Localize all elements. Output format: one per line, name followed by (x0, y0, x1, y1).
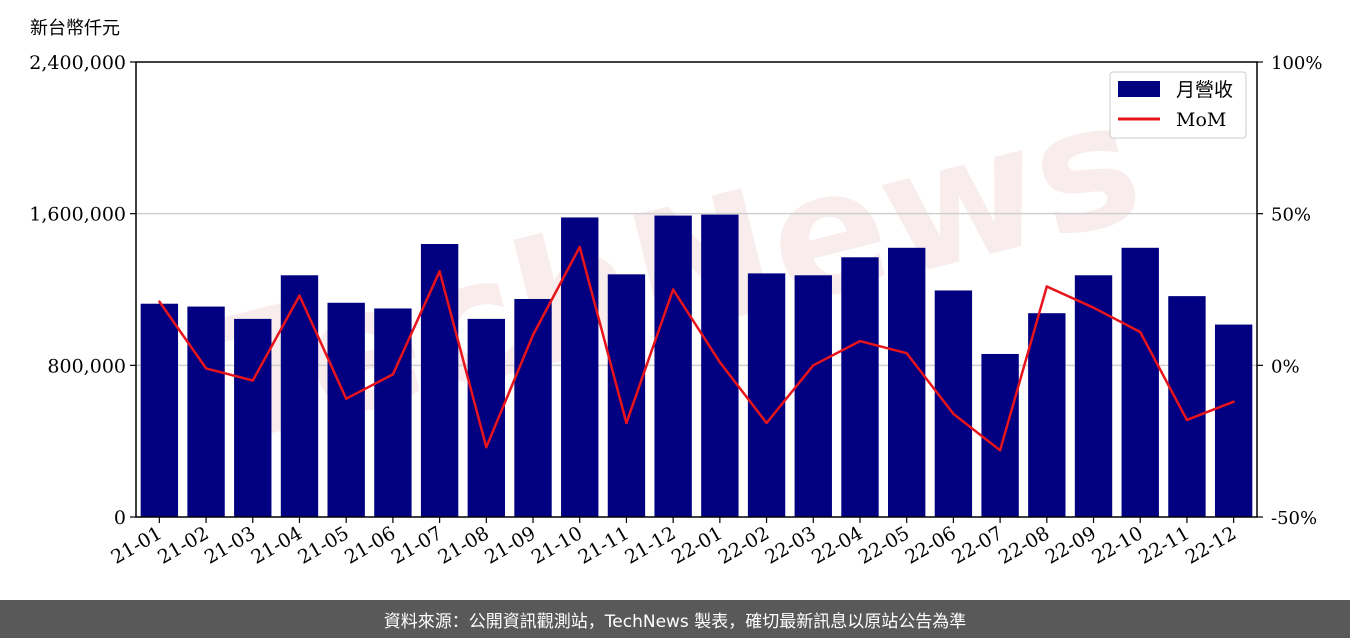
legend: 月營收 MoM (1109, 71, 1247, 139)
x-tick-label: 22-08 (995, 522, 1053, 568)
bar-21-07 (420, 244, 459, 517)
mom-point-22-06 (952, 412, 955, 416)
bar-21-11 (607, 274, 646, 517)
x-tick-label: 21-05 (294, 522, 352, 568)
x-tick-label: 21-03 (201, 522, 259, 568)
mom-point-22-04 (858, 339, 862, 343)
mom-point-21-06 (391, 373, 395, 376)
x-tick-label: 22-09 (1042, 522, 1100, 568)
mom-point-22-02 (765, 421, 768, 425)
x-tick-label: 22-04 (808, 522, 866, 568)
mom-point-22-10 (1139, 330, 1142, 334)
bar-22-08 (1028, 313, 1066, 517)
right-tick-label: 0% (1271, 356, 1300, 377)
bar-21-04 (280, 275, 319, 517)
bar-22-03 (794, 275, 832, 517)
x-tick-label: 21-09 (481, 522, 539, 568)
bar-21-09 (514, 298, 552, 517)
mom-point-22-07 (998, 449, 1002, 452)
mom-point-21-04 (298, 294, 301, 297)
footer-bar: 資料來源：公開資訊觀測站，TechNews 製表，確切最新訊息以原站公告為準 (0, 600, 1350, 638)
mom-line (158, 245, 1235, 452)
mom-point-21-01 (158, 300, 161, 303)
x-tick-label: 22-11 (1135, 522, 1193, 568)
mom-point-21-02 (204, 367, 208, 370)
legend-label-mom: MoM (1176, 109, 1226, 131)
bar-21-06 (374, 308, 412, 517)
bar-21-03 (234, 318, 272, 517)
x-tick-label: 21-11 (574, 522, 632, 568)
mom-point-22-09 (1092, 306, 1095, 309)
mom-point-21-08 (485, 446, 488, 449)
footer-source-text: 資料來源：公開資訊觀測站，TechNews 製表，確切最新訊息以原站公告為準 (383, 611, 967, 632)
x-tick-label: 22-05 (855, 522, 913, 568)
mom-point-21-12 (671, 288, 675, 291)
x-tick-label: 22-01 (668, 522, 726, 568)
bar-21-01 (140, 303, 179, 517)
left-tick-label: 0 (114, 507, 126, 529)
mom-point-22-12 (1232, 400, 1235, 403)
mom-point-22-05 (905, 352, 908, 355)
right-tick-label: 100% (1271, 53, 1322, 74)
mom-point-22-11 (1185, 418, 1189, 422)
x-tick-label: 21-02 (154, 522, 212, 568)
x-tick-label: 21-10 (528, 522, 586, 568)
bar-series-monthly-revenue (140, 214, 1253, 518)
plot-frame (135, 61, 1258, 518)
x-tick-label: 21-08 (434, 522, 492, 568)
bar-21-10 (561, 217, 599, 518)
x-tick-label: 22-12 (1182, 522, 1240, 568)
bar-22-07 (981, 353, 1019, 517)
bar-22-12 (1214, 324, 1253, 517)
revenue-chart: TechNews 0800,0001,600,0002,400,000-50%0… (29, 52, 1322, 569)
x-tick-label: 21-06 (341, 522, 399, 568)
mom-point-21-11 (625, 421, 628, 425)
bar-21-05 (327, 302, 365, 517)
line-series-mom (158, 245, 1235, 452)
mom-point-21-07 (438, 270, 441, 273)
mom-point-21-10 (578, 245, 581, 249)
left-tick-label: 2,400,000 (29, 52, 126, 74)
legend-swatch-revenue (1118, 81, 1160, 97)
right-tick-label: 50% (1271, 205, 1311, 226)
y-axis-unit-label: 新台幣仟元 (30, 18, 120, 39)
x-tick-label: 22-07 (948, 522, 1006, 568)
x-tick-label: 22-02 (715, 522, 773, 568)
mom-point-21-05 (344, 397, 348, 400)
bar-22-11 (1168, 296, 1206, 517)
bar-22-05 (888, 247, 926, 517)
legend-label-revenue: 月營收 (1176, 79, 1233, 101)
bar-22-06 (934, 290, 973, 517)
mom-point-22-03 (812, 364, 815, 367)
left-tick-label: 1,600,000 (29, 204, 126, 226)
mom-point-22-08 (1045, 285, 1049, 288)
bar-22-09 (1074, 275, 1113, 517)
mom-point-21-03 (251, 379, 254, 382)
x-tick-label: 22-03 (761, 522, 819, 568)
x-tick-label: 21-04 (248, 522, 306, 568)
x-tick-label: 21-07 (388, 522, 446, 568)
x-tick-label: 21-01 (107, 522, 165, 568)
bar-22-01 (701, 214, 739, 518)
gridlines (136, 212, 1257, 367)
mom-point-22-01 (718, 361, 722, 364)
bar-21-12 (654, 215, 692, 517)
left-tick-label: 800,000 (47, 355, 126, 377)
right-tick-label: -50% (1271, 508, 1317, 529)
mom-point-21-09 (531, 333, 535, 337)
x-tick-label: 22-06 (901, 522, 959, 568)
bar-21-02 (187, 306, 225, 517)
bar-22-10 (1121, 247, 1159, 517)
x-tick-label: 22-10 (1088, 522, 1146, 568)
bar-22-02 (747, 273, 786, 517)
bar-22-04 (841, 257, 879, 517)
x-tick-label: 21-12 (621, 522, 679, 568)
